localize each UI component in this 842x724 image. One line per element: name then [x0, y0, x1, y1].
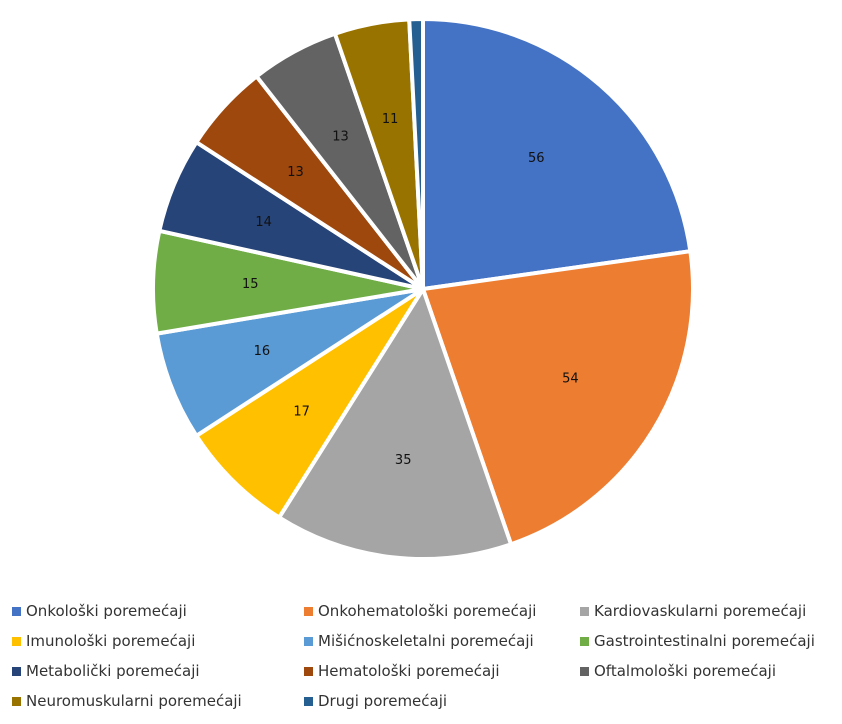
legend-swatch-oftalmoloski: [580, 666, 589, 676]
pie-slice-3: [194, 287, 425, 520]
legend-swatch-drugi: [304, 696, 313, 706]
legend-row-1: Onkološki poremećaji Onkohematološki por…: [12, 596, 842, 626]
legend-item-imunoloski: Imunološki poremećaji: [12, 632, 304, 650]
legend-swatch-imunoloski: [12, 636, 21, 646]
data-label-1: 54: [562, 372, 579, 387]
legend-row-2: Imunološki poremećaji Mišićnoskeletalni …: [12, 626, 842, 656]
legend-swatch-misicnoskeletalni: [304, 636, 313, 646]
legend-swatch-onkohematoloski: [304, 606, 313, 616]
legend-label: Drugi poremećaji: [318, 692, 448, 710]
legend-item-onkoloski: Onkološki poremećaji: [12, 602, 304, 620]
legend: Onkološki poremećaji Onkohematološki por…: [12, 596, 842, 716]
legend-item-metabolicki: Metabolički poremećaji: [12, 662, 304, 680]
legend-label: Hematološki poremećaji: [318, 662, 500, 680]
legend-swatch-hematoloski: [304, 666, 313, 676]
pie-data-labels: 56 54 35 17 16 15 14 13 13 11: [242, 112, 579, 468]
legend-label: Neuromuskularni poremećaji: [26, 692, 242, 710]
data-label-7: 13: [287, 165, 304, 180]
legend-label: Imunološki poremećaji: [26, 632, 196, 650]
legend-row-4: Neuromuskularni poremećaji Drugi poremeć…: [12, 686, 842, 716]
data-label-0: 56: [528, 151, 545, 166]
legend-item-neuromuskularni: Neuromuskularni poremećaji: [12, 692, 304, 710]
data-label-9: 11: [382, 112, 399, 127]
legend-swatch-metabolicki: [12, 666, 21, 676]
pie-slice-0: [421, 17, 693, 291]
data-label-5: 15: [242, 277, 259, 292]
legend-item-drugi: Drugi poremećaji: [304, 692, 580, 710]
legend-item-onkohematoloski: Onkohematološki poremećaji: [304, 602, 580, 620]
legend-row-3: Metabolički poremećaji Hematološki porem…: [12, 656, 842, 686]
data-label-8: 13: [332, 130, 349, 145]
data-label-4: 16: [254, 344, 271, 359]
pie-slice-10: [407, 16, 425, 291]
data-label-6: 14: [255, 215, 272, 230]
legend-swatch-kardiovaskularni: [580, 606, 589, 616]
legend-label: Onkohematološki poremećaji: [318, 602, 537, 620]
data-label-3: 17: [293, 405, 310, 420]
legend-item-hematoloski: Hematološki poremećaji: [304, 662, 580, 680]
legend-item-misicnoskeletalni: Mišićnoskeletalni poremećaji: [304, 632, 580, 650]
legend-item-kardiovaskularni: Kardiovaskularni poremećaji: [580, 602, 842, 620]
legend-swatch-neuromuskularni: [12, 696, 21, 706]
legend-swatch-onkoloski: [12, 606, 21, 616]
legend-label: Onkološki poremećaji: [26, 602, 187, 620]
legend-item-gastrointestinalni: Gastrointestinalni poremećaji: [580, 632, 842, 650]
legend-label: Kardiovaskularni poremećaji: [594, 602, 807, 620]
legend-item-oftalmoloski: Oftalmološki poremećaji: [580, 662, 842, 680]
legend-label: Metabolički poremećaji: [26, 662, 200, 680]
pie-slice-2: [277, 287, 514, 561]
pie-slice-1: [421, 249, 695, 547]
legend-label: Mišićnoskeletalni poremećaji: [318, 632, 534, 650]
data-label-2: 35: [395, 453, 412, 468]
legend-label: Oftalmološki poremećaji: [594, 662, 777, 680]
legend-swatch-gastrointestinalni: [580, 636, 589, 646]
legend-label: Gastrointestinalni poremećaji: [594, 632, 815, 650]
pie-slices: [151, 16, 695, 561]
pie-slice-4: [154, 287, 425, 438]
